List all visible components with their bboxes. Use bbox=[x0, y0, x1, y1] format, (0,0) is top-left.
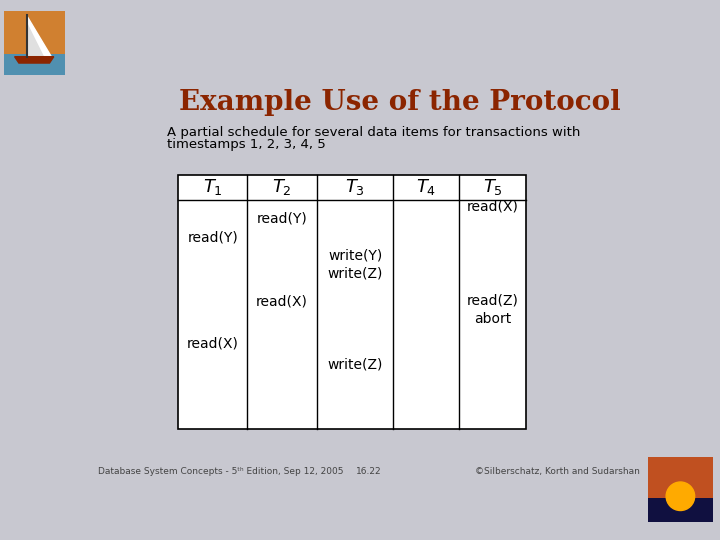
Text: write(Z): write(Z) bbox=[328, 357, 383, 371]
Polygon shape bbox=[14, 57, 54, 63]
Text: Example Use of the Protocol: Example Use of the Protocol bbox=[179, 89, 621, 116]
Text: write(Y)
write(Z): write(Y) write(Z) bbox=[328, 248, 383, 281]
Text: ©Silberschatz, Korth and Sudarshan: ©Silberschatz, Korth and Sudarshan bbox=[474, 467, 639, 476]
Text: read(Z)
abort: read(Z) abort bbox=[467, 294, 519, 326]
Text: read(Y): read(Y) bbox=[187, 231, 238, 245]
Text: read(X): read(X) bbox=[467, 199, 519, 213]
Text: A partial schedule for several data items for transactions with: A partial schedule for several data item… bbox=[167, 126, 580, 139]
Text: $T_4$: $T_4$ bbox=[415, 178, 436, 198]
Bar bbox=[648, 497, 713, 522]
Circle shape bbox=[666, 482, 695, 510]
Text: $T_5$: $T_5$ bbox=[483, 178, 503, 198]
Text: timestamps 1, 2, 3, 4, 5: timestamps 1, 2, 3, 4, 5 bbox=[167, 138, 325, 151]
Text: read(X): read(X) bbox=[186, 336, 239, 350]
Text: $T_2$: $T_2$ bbox=[272, 178, 292, 198]
Bar bbox=[4, 54, 65, 75]
Bar bbox=[178, 175, 526, 429]
Polygon shape bbox=[27, 24, 43, 57]
Text: read(X): read(X) bbox=[256, 295, 308, 309]
Text: $T_3$: $T_3$ bbox=[345, 178, 365, 198]
Text: read(Y): read(Y) bbox=[256, 212, 307, 226]
Polygon shape bbox=[27, 16, 51, 57]
Text: 16.22: 16.22 bbox=[356, 467, 382, 476]
Bar bbox=[648, 457, 713, 497]
Text: $T_1$: $T_1$ bbox=[203, 178, 222, 198]
Text: Database System Concepts - 5ᵗʰ Edition, Sep 12, 2005: Database System Concepts - 5ᵗʰ Edition, … bbox=[99, 467, 344, 476]
